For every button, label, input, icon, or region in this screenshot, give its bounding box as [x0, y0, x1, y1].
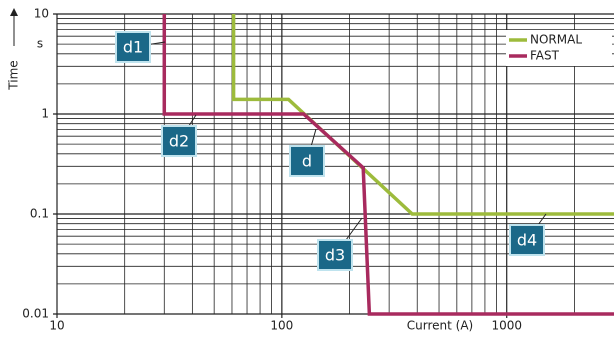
y-tick-label: 10	[34, 7, 49, 21]
y-unit: s	[37, 37, 43, 51]
legend-label: NORMAL	[530, 33, 582, 47]
annotation-box	[317, 239, 353, 271]
x-tick-label: 10	[49, 319, 64, 333]
x-axis-label: Current (A)	[407, 319, 473, 333]
legend-label: FAST	[530, 49, 560, 63]
annotation: d	[302, 152, 312, 171]
annotation: d1	[123, 38, 143, 57]
legend: NORMAL FAST	[506, 30, 612, 66]
legend-box	[506, 30, 612, 66]
series-line	[162, 14, 614, 316]
annotation: d2	[169, 132, 189, 151]
y-arrow-head	[10, 8, 18, 16]
annotation-box	[115, 31, 151, 63]
annotation-box	[509, 224, 545, 256]
y-axis-label: Time	[7, 60, 21, 90]
y-tick-label: 1	[41, 107, 49, 121]
y-tick-label: 0.1	[30, 207, 49, 221]
annotation: d4	[517, 231, 537, 250]
annotation-box	[161, 125, 197, 157]
y-tick-label: 0.01	[22, 307, 49, 321]
series-line	[231, 14, 614, 216]
x-tick-label: 1000	[491, 319, 522, 333]
annotation-box	[289, 145, 325, 177]
x-tick-label: 100	[270, 319, 293, 333]
annotation: d3	[325, 246, 345, 265]
